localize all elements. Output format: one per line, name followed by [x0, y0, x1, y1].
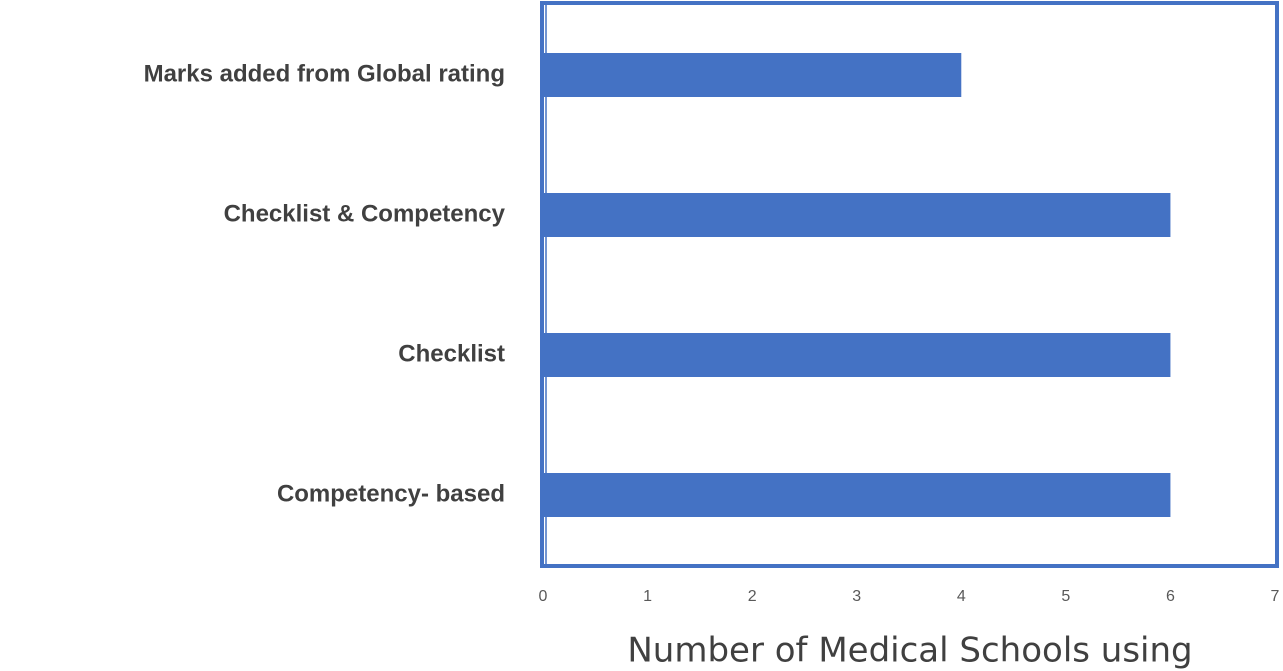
x-axis-label: Number of Medical Schools using — [627, 631, 1192, 671]
x-tick-label: 2 — [748, 588, 757, 605]
x-tick-label: 0 — [539, 588, 548, 605]
bar — [543, 473, 1171, 517]
x-tick-label: 1 — [643, 588, 652, 605]
y-tick-label: Competency- based — [277, 480, 505, 507]
plot-frame — [540, 1, 1279, 568]
y-tick-label: Marks added from Global rating — [144, 60, 505, 87]
x-tick-label: 3 — [852, 588, 861, 605]
bar — [543, 53, 962, 97]
x-tick-label: 6 — [1166, 588, 1175, 605]
x-tick-label: 4 — [957, 588, 966, 605]
y-tick-label: Checklist — [398, 340, 505, 367]
bar — [543, 333, 1171, 377]
bar — [543, 193, 1171, 237]
y-tick-label: Checklist & Competency — [224, 200, 506, 227]
x-tick-label: 5 — [1061, 588, 1070, 605]
x-tick-label: 7 — [1271, 588, 1280, 605]
